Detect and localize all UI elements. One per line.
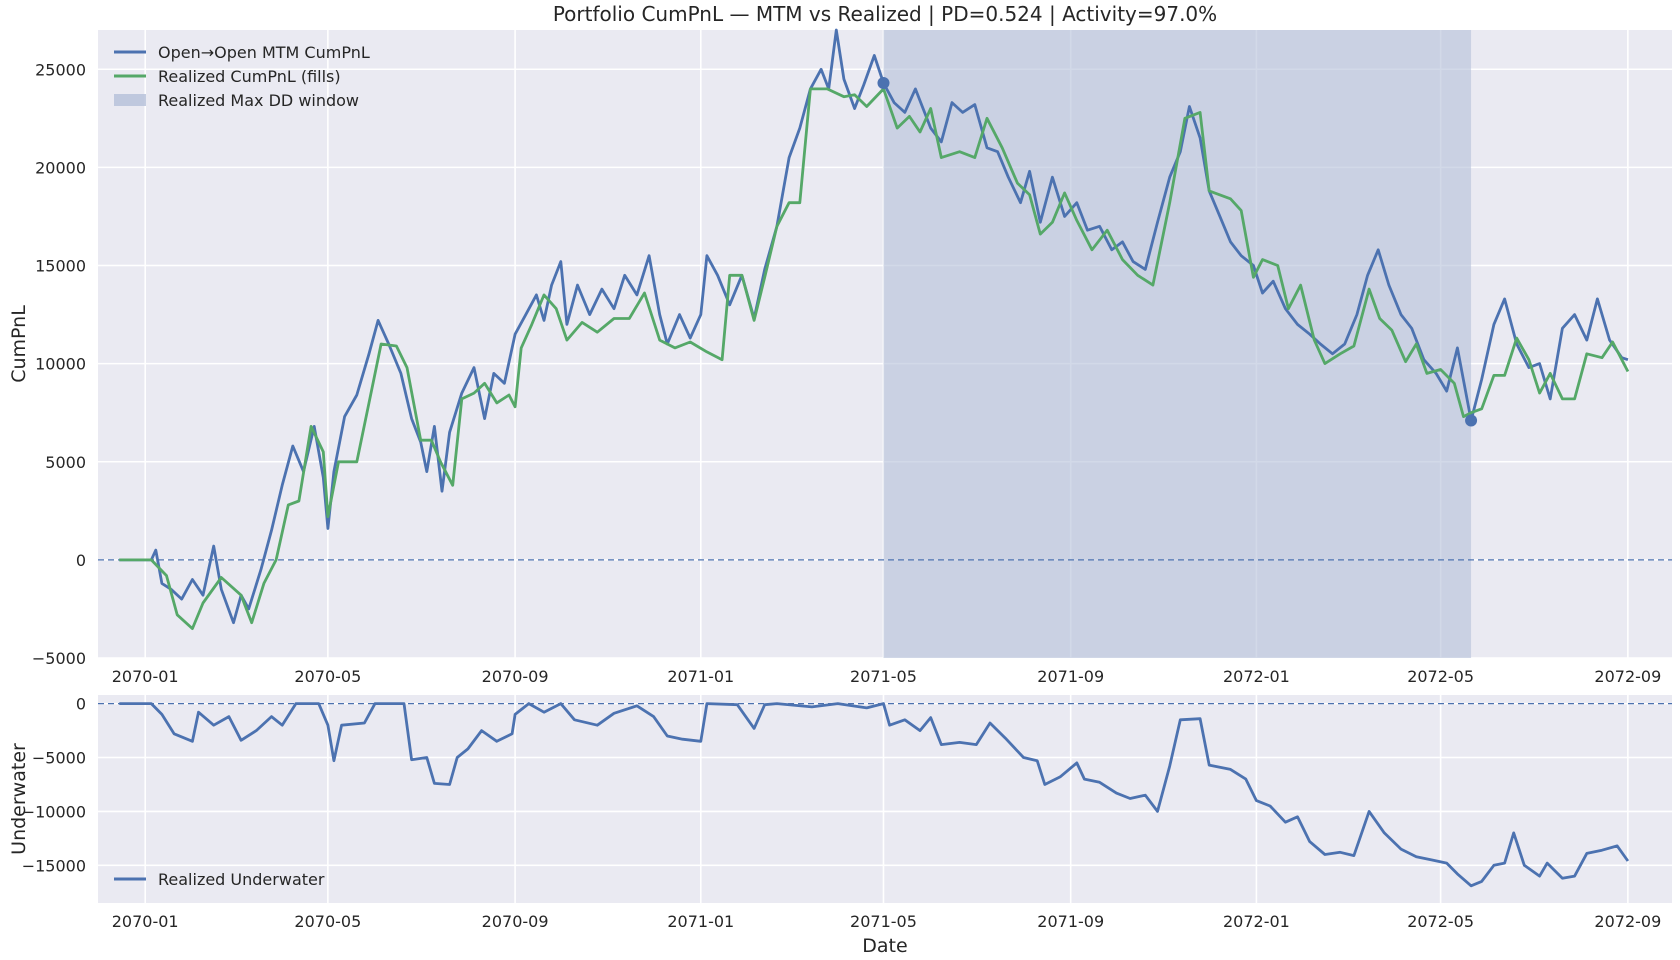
y-tick-label: 15000 xyxy=(35,257,86,276)
y-tick-label: −15000 xyxy=(22,856,86,875)
top-y-tick-labels: −5000 0 5000 10000 15000 20000 25000 xyxy=(32,60,86,668)
top-legend: Open→Open MTM CumPnL Realized CumPnL (fil… xyxy=(114,43,370,110)
y-tick-label: 25000 xyxy=(35,60,86,79)
legend-label: Realized CumPnL (fills) xyxy=(158,67,341,86)
top-x-tick-labels: 2070-01 2070-05 2070-09 2071-01 2071-05 2071-… xyxy=(112,667,1662,686)
y-tick-label: 0 xyxy=(76,695,86,714)
bottom-x-axis-label: Date xyxy=(862,935,907,957)
x-tick-label: 2072-05 xyxy=(1407,667,1474,686)
bottom-x-tick-labels: 2070-01 2070-05 2070-09 2071-01 2071-05 2071-… xyxy=(112,912,1662,931)
x-tick-label: 2071-05 xyxy=(850,667,917,686)
series-line-primary xyxy=(119,702,1630,888)
bottom-y-tick-labels: −15000 −10000 −5000 0 xyxy=(22,695,86,876)
series-line-primary xyxy=(119,28,1629,625)
x-tick-label: 2071-05 xyxy=(850,912,917,931)
legend-label: Realized Underwater xyxy=(158,870,325,889)
bottom-plot-background xyxy=(98,695,1672,903)
x-tick-label: 2070-05 xyxy=(294,667,361,686)
x-tick-label: 2070-01 xyxy=(112,667,179,686)
legend-swatch xyxy=(114,94,146,106)
y-tick-label: 20000 xyxy=(35,158,86,177)
x-tick-label: 2071-01 xyxy=(667,667,734,686)
legend-label: Realized Max DD window xyxy=(158,91,359,110)
bottom-legend: Realized Underwater xyxy=(114,870,325,889)
x-tick-label: 2072-01 xyxy=(1223,667,1290,686)
y-tick-label: −10000 xyxy=(22,802,86,821)
legend-label: Open→Open MTM CumPnL xyxy=(158,43,370,62)
x-tick-label: 2071-09 xyxy=(1037,667,1104,686)
y-tick-label: 5000 xyxy=(45,453,86,472)
y-tick-label: 0 xyxy=(76,551,86,570)
x-tick-label: 2070-09 xyxy=(482,912,549,931)
y-tick-label: −5000 xyxy=(32,749,86,768)
bottom-y-axis-label: Underwater xyxy=(8,743,30,855)
y-tick-label: −5000 xyxy=(32,649,86,668)
drawdown-marker xyxy=(1465,414,1478,427)
x-tick-label: 2072-05 xyxy=(1407,912,1474,931)
x-tick-label: 2070-01 xyxy=(112,912,179,931)
top-y-axis-label: CumPnL xyxy=(8,305,30,383)
x-tick-label: 2070-05 xyxy=(294,912,361,931)
y-tick-label: 10000 xyxy=(35,355,86,374)
x-tick-label: 2071-09 xyxy=(1037,912,1104,931)
bottom-series-group xyxy=(119,702,1630,888)
x-tick-label: 2071-01 xyxy=(667,912,734,931)
x-tick-label: 2072-09 xyxy=(1594,912,1661,931)
x-tick-label: 2070-09 xyxy=(482,667,549,686)
drawdown-marker xyxy=(877,76,890,89)
x-tick-label: 2072-09 xyxy=(1594,667,1661,686)
max-dd-window-shade xyxy=(883,30,1472,658)
bottom-panel: −15000 −10000 −5000 0 2070-01 2070-05 2070-09… xyxy=(8,695,1672,957)
chart-title: Portfolio CumPnL — MTM vs Realized | PD=… xyxy=(553,2,1217,26)
top-markers xyxy=(877,76,1478,427)
x-tick-label: 2072-01 xyxy=(1223,912,1290,931)
